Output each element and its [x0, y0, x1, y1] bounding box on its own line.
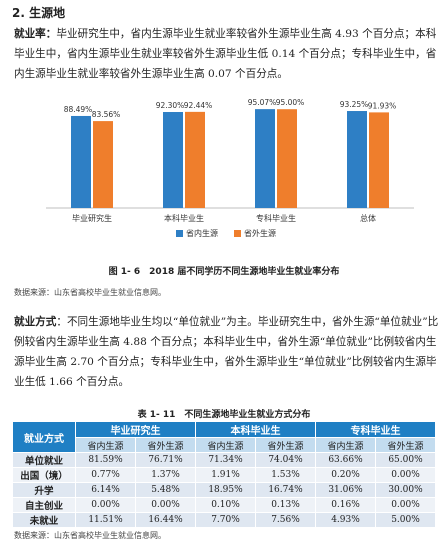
- table-cell: 5.48%: [135, 482, 196, 498]
- bar: [93, 121, 113, 208]
- employment-method-text: ：不同生源地毕业生均以“单位就业”为主。毕业研究生中，省外生源“单位就业”比例较…: [14, 316, 439, 388]
- subheader: 省外生源: [375, 437, 436, 453]
- table-cell: 30.00%: [375, 482, 436, 498]
- bar-data-label: 83.56%: [92, 110, 121, 119]
- table-cell: 0.16%: [315, 497, 376, 513]
- table-cell: 7.70%: [195, 512, 256, 528]
- bar: [277, 109, 297, 208]
- row-label: 出国（境）: [12, 467, 76, 483]
- bar-data-label: 88.49%: [64, 105, 93, 114]
- x-tick-label: 本科毕业生: [164, 213, 204, 223]
- table-cell: 4.93%: [315, 512, 376, 528]
- bar-data-label: 93.25%: [340, 100, 369, 109]
- table-cell: 0.00%: [375, 467, 436, 483]
- table-cell: 74.04%: [255, 452, 316, 468]
- bar-data-label: 95.00%: [276, 98, 305, 107]
- bar-data-label: 95.07%: [248, 98, 277, 107]
- table-cell: 31.06%: [315, 482, 376, 498]
- table-cell: 0.10%: [195, 497, 256, 513]
- table-cell: 81.59%: [75, 452, 136, 468]
- table-cell: 71.34%: [195, 452, 256, 468]
- subheader: 省外生源: [135, 437, 196, 453]
- figure-caption: 图 1- 6 2018 届不同学历不同生源地毕业生就业率分布: [108, 267, 340, 277]
- table-row: 出国（境） 0.77% 1.37% 1.91% 1.53% 0.20% 0.00%: [12, 467, 436, 483]
- bar: [255, 109, 275, 208]
- employment-rate-chart: 88.49%83.56% 毕业研究生 92.30% 92.44% 本科毕业生 95.07%…: [46, 98, 414, 238]
- x-tick-label: 毕业研究生: [72, 213, 112, 223]
- group-header-vocational: 专科毕业生: [315, 421, 436, 438]
- section-title: 2. 生源地: [12, 6, 66, 20]
- subheader: 省内生源: [315, 437, 376, 453]
- bar-data-label: 92.30%: [156, 101, 185, 110]
- table-cell: 76.71%: [135, 452, 196, 468]
- table-row: 未就业 11.51% 16.44% 7.70% 7.56% 4.93% 5.00%: [12, 512, 436, 528]
- bar: [347, 111, 367, 208]
- table-cell: 0.20%: [315, 467, 376, 483]
- legend-label: 省外生源: [244, 228, 276, 238]
- legend-swatch: [176, 230, 183, 237]
- subheader: 省外生源: [255, 437, 316, 453]
- group-header-graduate: 毕业研究生: [75, 421, 196, 438]
- table-cell: 65.00%: [375, 452, 436, 468]
- employment-method-table: 就业方式 毕业研究生 本科毕业生 专科毕业生 省内生源 省外生源 省内生源 省外…: [12, 421, 436, 528]
- table-cell: 16.74%: [255, 482, 316, 498]
- bar: [71, 115, 91, 208]
- table-cell: 5.00%: [375, 512, 436, 528]
- x-tick-label: 总体: [360, 213, 376, 223]
- subheader: 省内生源: [75, 437, 136, 453]
- table-cell: 11.51%: [75, 512, 136, 528]
- table-cell: 0.00%: [375, 497, 436, 513]
- figure-source-note: 数据来源：山东省高校毕业生就业信息网。: [14, 288, 166, 297]
- table-cell: 1.91%: [195, 467, 256, 483]
- employment-method-term: 就业方式: [14, 316, 57, 328]
- table-cell: 63.66%: [315, 452, 376, 468]
- legend-label: 省内生源: [186, 228, 218, 238]
- x-tick-label: 专科毕业生: [256, 213, 296, 223]
- table-cell: 18.95%: [195, 482, 256, 498]
- table-cell: 6.14%: [75, 482, 136, 498]
- employment-rate-paragraph: 就业率：毕业研究生中，省内生源毕业生就业率较省外生源毕业生高 4.93 个百分点…: [14, 24, 440, 84]
- table-cell: 16.44%: [135, 512, 196, 528]
- subheader: 省内生源: [195, 437, 256, 453]
- table-cell: 0.77%: [75, 467, 136, 483]
- row-label: 自主创业: [12, 497, 76, 513]
- table-caption: 表 1- 11 不同生源地毕业生就业方式分布: [137, 410, 311, 420]
- bar: [163, 112, 183, 208]
- employment-method-paragraph: 就业方式：不同生源地毕业生均以“单位就业”为主。毕业研究生中，省外生源“单位就业…: [14, 312, 440, 392]
- table-cell: 0.00%: [75, 497, 136, 513]
- table-cell: 1.37%: [135, 467, 196, 483]
- employment-rate-text: 毕业研究生中，省内生源毕业生就业率较省外生源毕业生高 4.93 个百分点；本科毕…: [14, 28, 437, 80]
- table-cell: 0.00%: [135, 497, 196, 513]
- bar-data-label: 92.44%: [184, 101, 213, 110]
- table-row: 单位就业 81.59% 76.71% 71.34% 74.04% 63.66% 65.00%: [12, 452, 436, 468]
- table-cell: 0.13%: [255, 497, 316, 513]
- group-header-undergraduate: 本科毕业生: [195, 421, 316, 438]
- table-source-note: 数据来源：山东省高校毕业生就业信息网。: [14, 531, 166, 540]
- table-cell: 1.53%: [255, 467, 316, 483]
- bar: [369, 112, 389, 208]
- row-label: 未就业: [12, 512, 76, 528]
- table-row: 自主创业 0.00% 0.00% 0.10% 0.13% 0.16% 0.00%: [12, 497, 436, 513]
- bar-data-label: 91.93%: [368, 101, 397, 110]
- table-corner-header: 就业方式: [12, 421, 76, 453]
- legend-swatch: [234, 230, 241, 237]
- row-label: 单位就业: [12, 452, 76, 468]
- bar: [185, 111, 205, 208]
- employment-rate-term: 就业率：: [14, 28, 57, 40]
- row-label: 升学: [12, 482, 76, 498]
- table-row: 升学 6.14% 5.48% 18.95% 16.74% 31.06% 30.00%: [12, 482, 436, 498]
- table-cell: 7.56%: [255, 512, 316, 528]
